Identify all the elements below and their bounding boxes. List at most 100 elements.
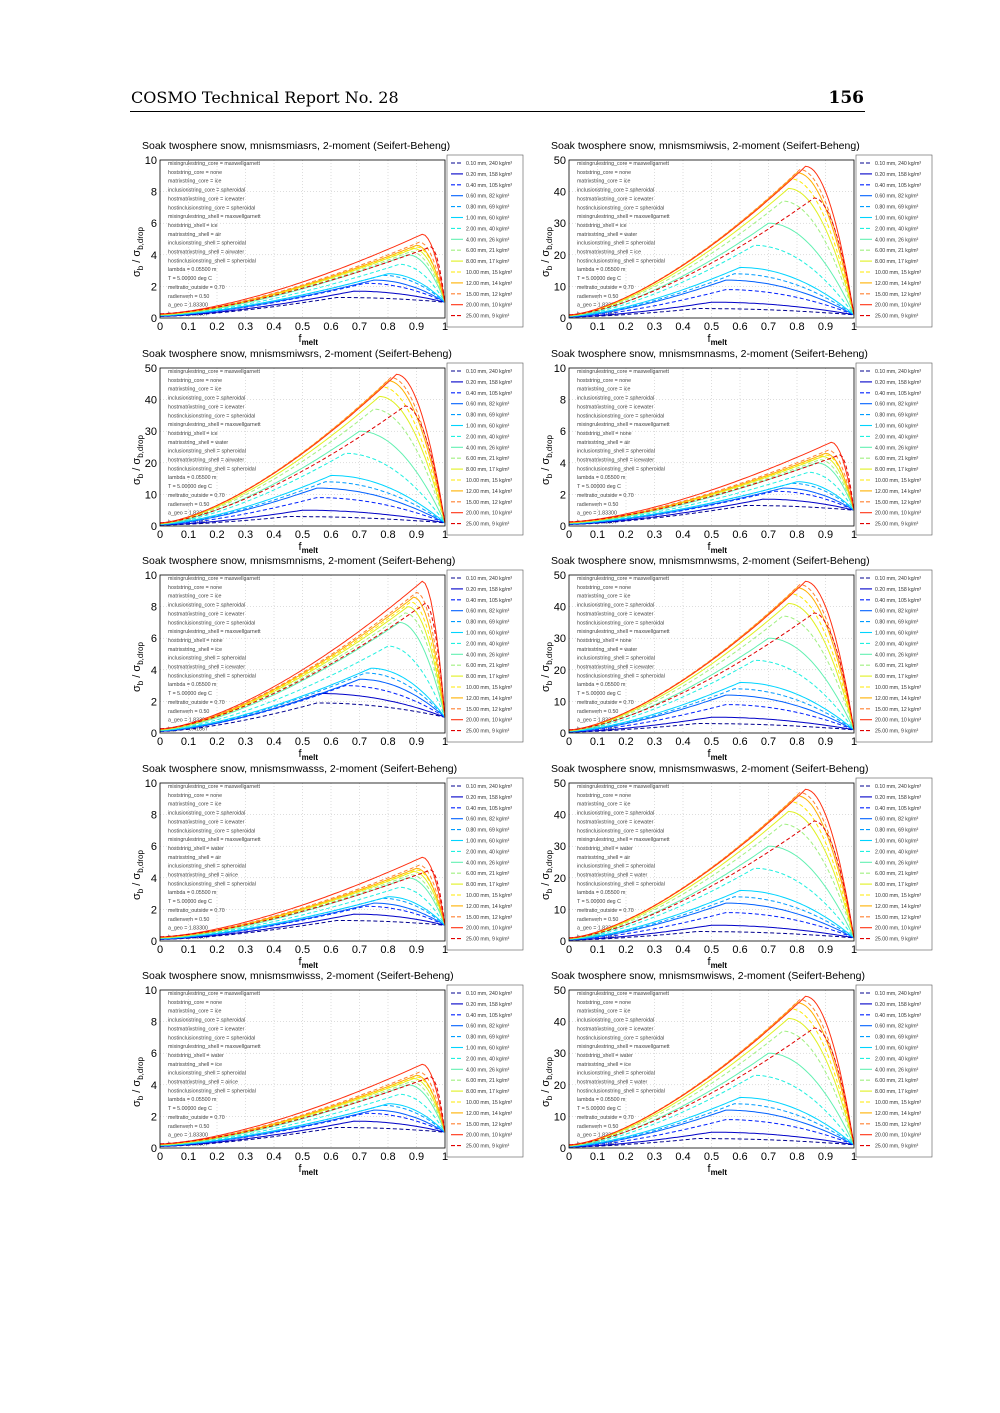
chart-2: Soak twosphere snow, mnismsmiwsis, 2-mom… [540,140,933,347]
annotation-line: hostinclusionstring_shell = spheroidal [168,673,256,679]
annotation-line: radienverh = 0.50 [168,501,209,507]
y-tick-label: 0 [560,728,566,740]
x-tick-label: 0 [566,529,572,541]
legend-label: 20.00 mm, 10 kg/m³ [875,303,921,309]
x-tick-label: 0.3 [238,321,253,333]
annotation-line: a_geo = 1.83300 [168,1133,208,1139]
x-tick-label: 0.3 [238,736,253,748]
y-tick-label: 20 [554,1080,566,1092]
y-tick-label: 40 [554,1017,566,1029]
series-line-14 [159,373,446,523]
legend-label: 12.00 mm, 14 kg/m³ [466,1111,512,1117]
legend-label: 0.20 mm, 158 kg/m³ [466,379,512,385]
x-tick-label: 0.9 [409,1151,424,1163]
legend-label: 6.00 mm, 21 kg/m³ [466,663,510,669]
series-line-7 [568,244,855,317]
y-tick-label: 10 [145,489,157,501]
annotation-line: hostmatrixstring_shell = airwater [168,457,244,463]
x-tick-label: 0.4 [675,321,690,333]
series-line-6 [568,681,855,732]
annotation-line: hostmatrixstring_core = icewater [168,819,245,825]
legend-label: 4.00 mm, 26 kg/m³ [466,1067,510,1073]
annotation-line: hostinclusionstring_shell = spheroidal [577,258,665,264]
legend-box [855,569,933,743]
series-line-1 [568,723,855,733]
y-tick-label: 40 [554,602,566,614]
y-tick-label: 50 [145,363,157,375]
annotation-line: hostmatrixstring_core = icewater [577,819,654,825]
y-tick-label: 50 [554,155,566,167]
annotation-line: inclusionstring_shell = spheroidal [577,1071,655,1077]
annotation-line: hostmatrixstring_core = icewater [577,404,654,410]
x-tick-label: 0.5 [295,529,310,541]
legend-label: 2.00 mm, 40 kg/m³ [875,226,919,232]
legend-label: 0.20 mm, 158 kg/m³ [875,1002,921,1008]
y-tick-label: 6 [151,633,157,645]
annotation-line: matrixstring_core = ice [577,386,630,392]
legend-label: 6.00 mm, 21 kg/m³ [466,1078,510,1084]
y-tick-label: 6 [151,218,157,230]
legend-label: 15.00 mm, 12 kg/m³ [466,1122,512,1128]
legend-label: 8.00 mm, 17 kg/m³ [466,882,510,888]
annotation-line: inclusionstring_core = spheroidal [577,1018,654,1024]
x-tick-label: 1 [851,321,857,333]
axes-box [159,367,446,526]
legend-label: 0.60 mm, 82 kg/m³ [466,816,510,822]
x-tick-label: 0.4 [675,529,690,541]
legend-label: 10.00 mm, 15 kg/m³ [466,1100,512,1106]
legend-label: 15.00 mm, 12 kg/m³ [466,499,512,505]
annotation-line: inclusionstring_core = spheroidal [577,810,654,816]
annotation-line: a_geo = 1.83300 [577,510,617,516]
x-tick-label: 0.7 [352,529,367,541]
annotation-line: mixingrulestring_shell = maxwellgarnett [168,629,261,635]
legend-label: 15.00 mm, 12 kg/m³ [875,499,921,505]
legend-label: 10.00 mm, 15 kg/m³ [875,270,921,276]
annotation-line: inclusionstring_shell = spheroidal [168,241,246,247]
series-line-15 [568,612,855,731]
y-tick-label: 10 [145,570,157,582]
y-tick-label: 50 [554,570,566,582]
annotation-line: lambda = 0.05500 m [168,890,217,896]
series-line-14 [159,233,446,315]
series-line-1 [160,702,446,732]
y-axis-label: σb / σb,drop [131,227,145,277]
x-tick-label: 0.8 [789,529,804,541]
annotation-line: hoststring_shell = none [577,638,632,644]
series-line-15 [159,404,446,523]
annotation-line: hoststring_core = none [168,585,222,591]
annotation-line: matrixstring_shell = ice [168,647,222,653]
y-axis-label: σb / σb,drop [540,1057,554,1107]
annotation-line: inclusionstring_shell = spheroidal [577,656,655,662]
chart-title: Soak twosphere snow, mnismsmwisws, 2-mom… [551,970,865,982]
x-tick-label: 0.2 [618,321,633,333]
series-line-1 [159,515,446,526]
series-line-2 [569,924,855,940]
annotation-line: T = 5.00000 deg C [577,484,621,490]
x-tick-label: 1 [851,736,857,748]
annotation-line: radienverh = 0.50 [168,294,209,300]
annotation-line: hoststring_shell = none [168,638,223,644]
y-tick-label: 20 [554,665,566,677]
annotation-line: hostmatrixstring_core = icewater [577,611,654,617]
series-line-14 [568,580,855,731]
chart-title: Soak twosphere snow, mnismsmnwsms, 2-mom… [551,555,870,567]
annotation-line: hostmatrixstring_shell = ice [577,250,641,256]
annotation-line: matrixstring_core = ice [168,801,221,807]
x-tick-label: 0.8 [380,736,395,748]
annotation-line: a_geo = 1.83300 [168,718,208,724]
series-line-9 [568,1030,855,1147]
series-line-4 [159,487,446,525]
annotation-line: hoststring_core = none [168,792,222,798]
y-tick-label: 2 [151,1111,157,1123]
annotation-line: a_geo = 1.83300 [577,303,617,309]
annotation-line: inclusionstring_core = spheroidal [168,810,245,816]
chart-1: Soak twosphere snow, mnismsmiasrs, 2-mom… [131,140,524,347]
series-line-11 [568,1008,855,1146]
y-tick-label: 8 [151,809,157,821]
y-tick-label: 8 [151,187,157,199]
y-tick-label: 0 [151,728,157,740]
annotation-line: lambda = 0.05500 m [577,1097,626,1103]
x-tick-label: 0.8 [789,736,804,748]
annotation-line: matrixstring_core = ice [168,179,221,185]
legend-label: 12.00 mm, 14 kg/m³ [466,903,512,909]
